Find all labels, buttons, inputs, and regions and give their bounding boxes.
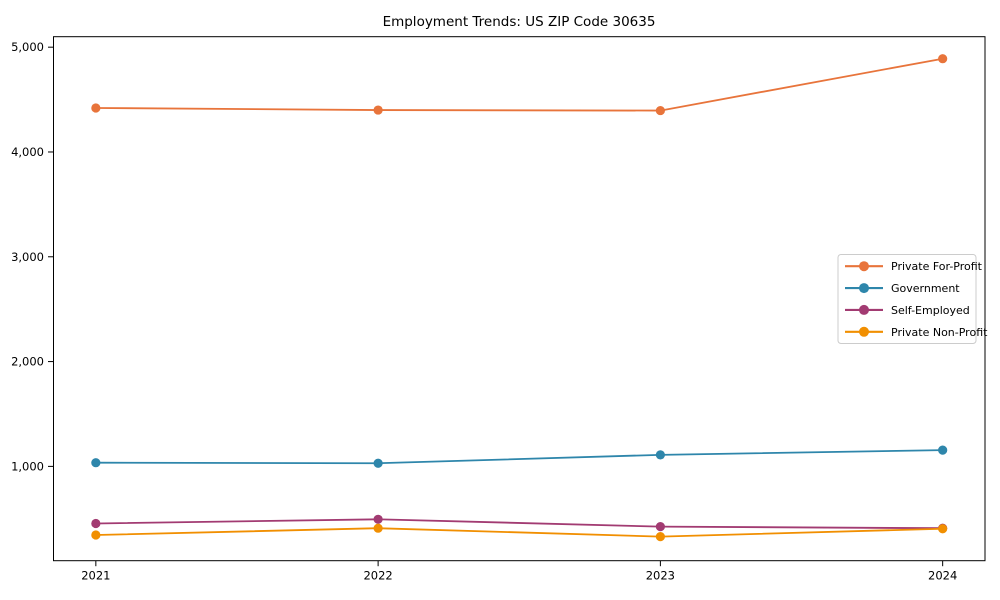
data-point bbox=[655, 522, 665, 532]
series-line-self-employed bbox=[95, 518, 943, 530]
legend-entry: Self-Employed bbox=[845, 304, 970, 317]
legend-marker-icon bbox=[859, 283, 869, 294]
plot-area: 1,000 2,000 3,000 4,000 5,000 2021 2022 2023 202… bbox=[11, 36, 986, 583]
x-tick-label: 2022 bbox=[363, 569, 392, 583]
legend: Private For-Profit Government Self-Employe… bbox=[837, 254, 988, 344]
legend-entry: Private Non-Profit bbox=[845, 326, 988, 339]
data-point bbox=[91, 458, 101, 468]
legend-entry: Private For-Profit bbox=[845, 260, 983, 273]
series-line-private-non-profit bbox=[95, 527, 943, 538]
data-point bbox=[373, 105, 383, 115]
plot-border bbox=[53, 36, 986, 562]
y-tick-label: 2,000 bbox=[11, 355, 44, 369]
data-point bbox=[655, 531, 665, 542]
chart-title: Employment Trends: US ZIP Code 30635 bbox=[383, 14, 656, 30]
x-tick-label: 2024 bbox=[928, 569, 957, 583]
data-point bbox=[91, 530, 101, 540]
y-tick-label: 5,000 bbox=[11, 40, 44, 54]
y-tick-label: 1,000 bbox=[11, 459, 44, 473]
legend-box bbox=[837, 254, 977, 344]
legend-marker-icon bbox=[859, 261, 869, 272]
legend-marker-icon bbox=[859, 326, 869, 337]
legend-label: Self-Employed bbox=[891, 304, 970, 317]
data-point bbox=[91, 103, 101, 113]
data-point bbox=[938, 524, 948, 534]
legend-label: Government bbox=[891, 282, 960, 295]
series-line-government bbox=[95, 449, 943, 465]
data-point bbox=[938, 445, 948, 455]
legend-label: Private Non-Profit bbox=[891, 326, 988, 339]
legend-label: Private For-Profit bbox=[891, 260, 983, 273]
data-point bbox=[373, 458, 383, 468]
legend-entry: Government bbox=[845, 282, 960, 295]
data-point bbox=[938, 54, 948, 64]
legend-marker-icon bbox=[859, 304, 869, 315]
x-tick-label: 2023 bbox=[646, 569, 675, 583]
data-point bbox=[655, 105, 665, 116]
data-point bbox=[373, 523, 383, 533]
x-tick-label: 2021 bbox=[81, 569, 110, 583]
data-point bbox=[655, 450, 665, 460]
series-line-private-for-profit bbox=[95, 57, 943, 112]
data-point bbox=[91, 518, 101, 529]
y-tick-label: 4,000 bbox=[11, 145, 44, 159]
y-tick-label: 3,000 bbox=[11, 250, 44, 264]
data-point bbox=[373, 514, 383, 524]
